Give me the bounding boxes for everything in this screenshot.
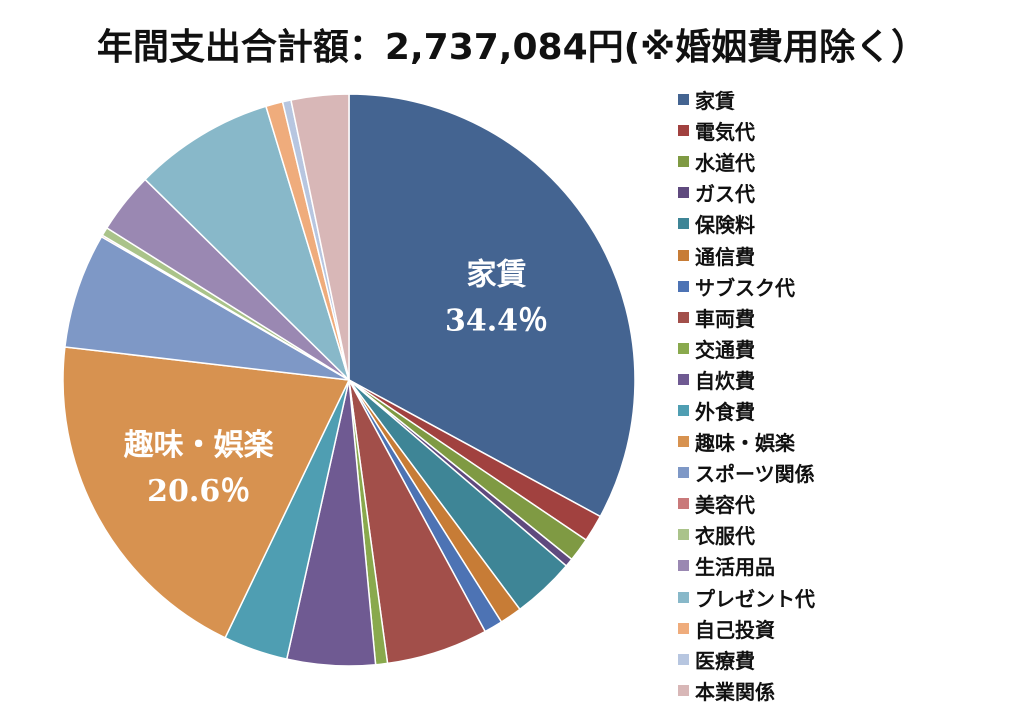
legend-label: 自己投資 <box>695 617 775 642</box>
legend-swatch <box>678 218 689 230</box>
legend-item: 交通費 <box>678 333 815 364</box>
legend-item: 生活用品 <box>678 550 815 581</box>
legend-label: 車両費 <box>695 306 755 331</box>
legend-swatch <box>678 467 689 479</box>
legend-swatch <box>678 280 689 292</box>
legend-label: 医療費 <box>695 648 755 673</box>
legend-swatch <box>678 498 689 510</box>
legend-swatch <box>678 342 689 354</box>
legend-label: 水道代 <box>695 151 755 176</box>
pie-labels: 家賃 34.4％ 趣味・娯楽 20.6％ <box>124 257 548 509</box>
legend-item: 自炊費 <box>678 364 815 395</box>
legend-swatch <box>678 560 689 572</box>
slice-label-percent: 20.6％ <box>147 474 250 509</box>
pie-slice <box>144 105 350 381</box>
legend-swatch <box>678 187 689 199</box>
legend-label: 通信費 <box>695 244 755 269</box>
legend-item: 外食費 <box>678 395 815 426</box>
legend-swatch <box>678 436 689 448</box>
legend-item: 自己投資 <box>678 613 815 644</box>
legend-label: サブスク代 <box>695 275 795 300</box>
legend-swatch <box>678 125 689 137</box>
pie-slices <box>62 93 636 667</box>
legend-item: 電気代 <box>678 115 815 146</box>
legend-label: 交通費 <box>695 337 755 362</box>
legend-item: ガス代 <box>678 177 815 208</box>
legend-item: 本業関係 <box>678 675 815 706</box>
legend-item: スポーツ関係 <box>678 457 815 488</box>
legend-item: 趣味・娯楽 <box>678 426 815 457</box>
pie-chart: 家賃 34.4％ 趣味・娯楽 20.6％ <box>62 93 636 667</box>
legend-item: 通信費 <box>678 239 815 270</box>
legend-swatch <box>678 94 689 106</box>
legend-item: 水道代 <box>678 146 815 177</box>
legend-label: 外食費 <box>695 399 755 424</box>
legend-swatch <box>678 404 689 416</box>
legend-item: プレゼント代 <box>678 582 815 613</box>
legend-swatch <box>678 311 689 323</box>
legend-label: 保険料 <box>695 213 755 238</box>
legend-item: 医療費 <box>678 644 815 675</box>
slice-label-name: 家賃 <box>467 257 527 292</box>
chart-legend: 家賃電気代水道代ガス代保険料通信費サブスク代車両費交通費自炊費外食費趣味・娯楽ス… <box>678 84 815 706</box>
legend-label: 美容代 <box>695 493 755 518</box>
slice-label-percent: 34.4％ <box>445 303 548 338</box>
legend-swatch <box>678 373 689 385</box>
legend-item: 保険料 <box>678 208 815 239</box>
legend-swatch <box>678 249 689 261</box>
chart-title: 年間支出合計額：2,737,084円(※婚姻費用除く） <box>96 27 928 68</box>
legend-label: 電気代 <box>695 120 755 145</box>
legend-item: 衣服代 <box>678 519 815 550</box>
pie-slice <box>62 346 351 639</box>
legend-item: 家賃 <box>678 84 815 115</box>
pie-slice <box>290 93 350 381</box>
legend-label: 本業関係 <box>695 679 775 704</box>
legend-label: 生活用品 <box>695 555 775 580</box>
legend-label: 自炊費 <box>695 368 755 393</box>
legend-swatch <box>678 684 689 696</box>
legend-swatch <box>678 156 689 168</box>
legend-label: スポーツ関係 <box>695 462 815 487</box>
legend-item: サブスク代 <box>678 271 815 302</box>
legend-label: プレゼント代 <box>695 586 815 611</box>
legend-label: ガス代 <box>695 182 755 207</box>
legend-swatch <box>678 653 689 665</box>
slice-label-name: 趣味・娯楽 <box>124 428 274 463</box>
legend-label: 趣味・娯楽 <box>695 431 795 456</box>
legend-label: 家賃 <box>695 89 735 114</box>
legend-swatch <box>678 529 689 541</box>
legend-item: 車両費 <box>678 302 815 333</box>
pie-slice <box>64 235 350 381</box>
pie-slice <box>348 93 636 518</box>
legend-swatch <box>678 622 689 634</box>
legend-item: 美容代 <box>678 488 815 519</box>
legend-swatch <box>678 591 689 603</box>
legend-label: 衣服代 <box>695 524 755 549</box>
